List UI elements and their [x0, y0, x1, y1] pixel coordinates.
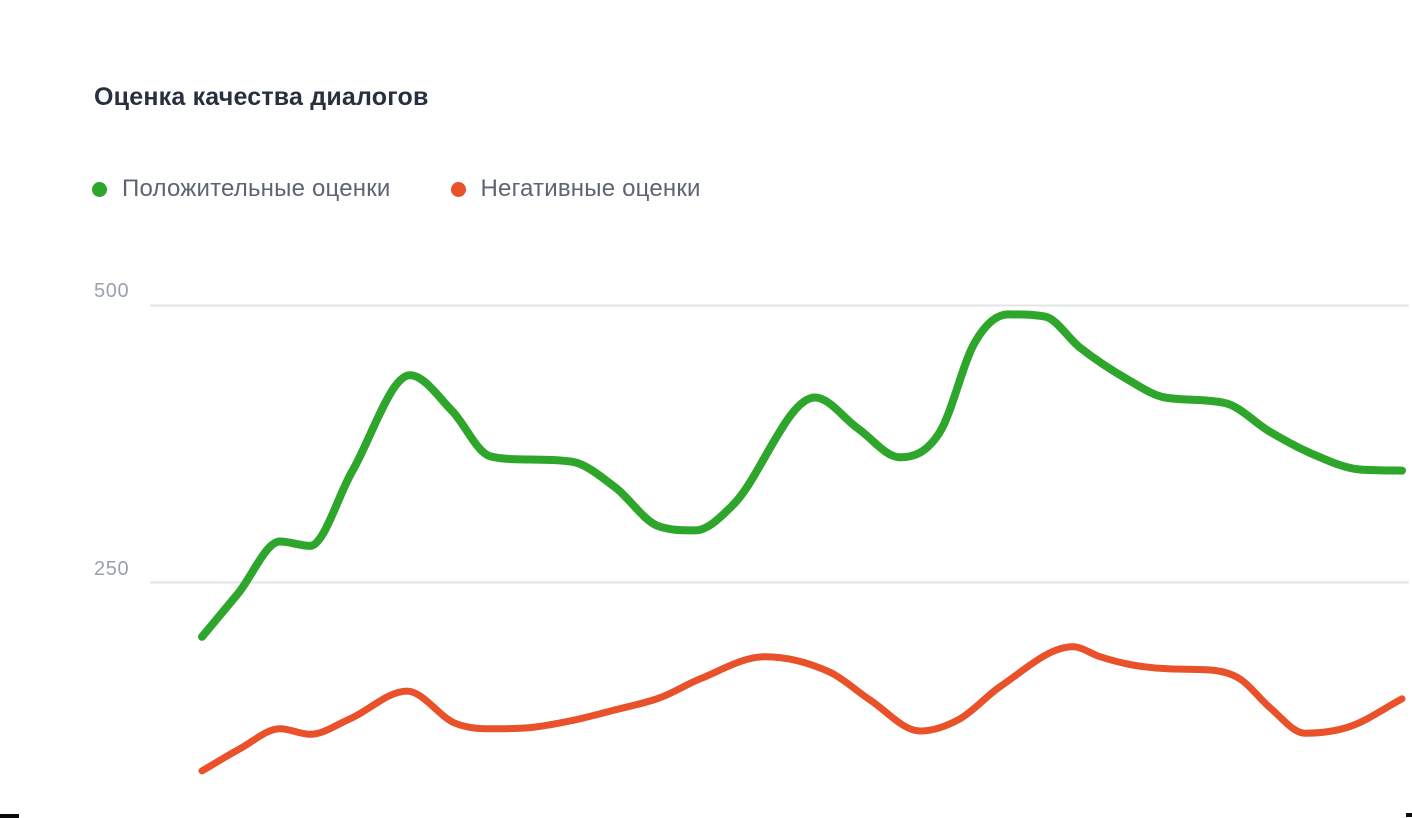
chart-legend: Положительные оценки Негативные оценки	[92, 175, 701, 203]
negative-series-line	[198, 643, 1406, 775]
legend-item-negative[interactable]: Негативные оценки	[450, 175, 701, 203]
chart-title: Оценка качества диалогов	[94, 83, 429, 111]
legend-item-positive[interactable]: Положительные оценки	[92, 175, 391, 203]
cropped-element-bottom-left	[0, 814, 19, 818]
legend-label-negative: Негативные оценки	[480, 175, 701, 202]
positive-series-dot-icon	[92, 181, 107, 197]
y-axis-tick-500: 500	[94, 280, 130, 302]
negative-series-dot-icon	[450, 181, 466, 197]
legend-label-positive: Положительные оценки	[122, 175, 391, 202]
cropped-element-bottom-right	[1406, 813, 1412, 817]
y-axis-tick-250: 250	[94, 558, 130, 580]
positive-series-line	[198, 310, 1406, 641]
